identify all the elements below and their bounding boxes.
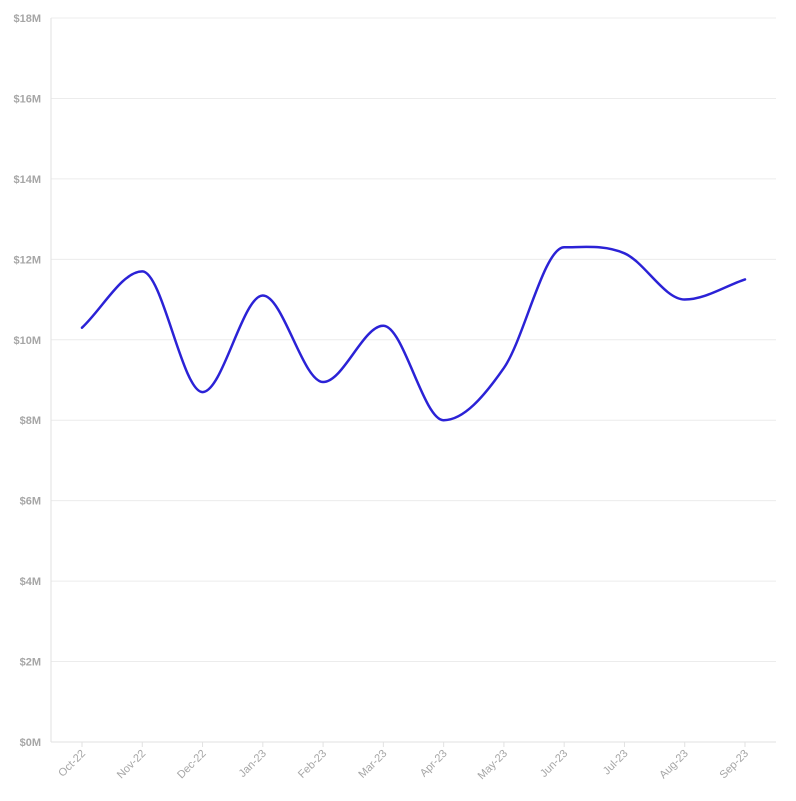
data-point[interactable] bbox=[199, 388, 207, 396]
y-tick-label: $8M bbox=[20, 415, 41, 427]
x-tick-label: Nov-22 bbox=[115, 748, 149, 782]
y-tick-label: $16M bbox=[13, 93, 41, 105]
y-axis-tick-labels: $0M $2M $4M $6M $8M $10M $12M $14M $16M $18M bbox=[13, 13, 41, 749]
y-tick-label: $4M bbox=[20, 576, 41, 588]
data-point[interactable] bbox=[138, 267, 146, 275]
x-tick-label: Aug-23 bbox=[657, 748, 691, 782]
y-tick-label: $6M bbox=[20, 496, 41, 508]
y-tick-label: $12M bbox=[13, 254, 41, 266]
y-tick-label: $2M bbox=[20, 657, 41, 669]
x-axis-tick-labels: Oct-22 Nov-22 Dec-22 Jan-23 Feb-23 Mar-23 Apr-… bbox=[56, 748, 751, 782]
data-point[interactable] bbox=[500, 364, 508, 372]
series-line bbox=[80, 245, 747, 422]
x-tick-label: Apr-23 bbox=[418, 748, 450, 780]
y-tick-label: $18M bbox=[13, 13, 41, 25]
x-tick-label: Dec-22 bbox=[175, 748, 209, 782]
y-tick-label: $0M bbox=[20, 737, 41, 749]
x-tick-label: Feb-23 bbox=[296, 748, 329, 781]
x-tick-label: Sep-23 bbox=[718, 748, 752, 782]
y-tick-label: $10M bbox=[13, 335, 41, 347]
x-tick-label: Jan-23 bbox=[237, 748, 269, 780]
y-tick-label: $14M bbox=[13, 174, 41, 186]
x-tick-label: Jul-23 bbox=[601, 748, 631, 778]
data-point[interactable] bbox=[560, 243, 568, 251]
x-tick-label: Jun-23 bbox=[538, 748, 570, 780]
data-point[interactable] bbox=[741, 275, 749, 283]
x-tick-label: Mar-23 bbox=[356, 748, 389, 781]
data-point[interactable] bbox=[259, 292, 267, 300]
data-point[interactable] bbox=[319, 378, 327, 386]
data-point[interactable] bbox=[620, 249, 628, 257]
x-tick-label: May-23 bbox=[476, 748, 510, 782]
axes bbox=[50, 18, 776, 747]
data-point[interactable] bbox=[78, 324, 86, 332]
data-point[interactable] bbox=[440, 416, 448, 424]
data-point[interactable] bbox=[681, 296, 689, 304]
grid-lines bbox=[51, 17, 776, 743]
x-tick-label: Oct-22 bbox=[56, 748, 88, 780]
series-layer bbox=[78, 243, 749, 424]
data-point[interactable] bbox=[379, 322, 387, 330]
